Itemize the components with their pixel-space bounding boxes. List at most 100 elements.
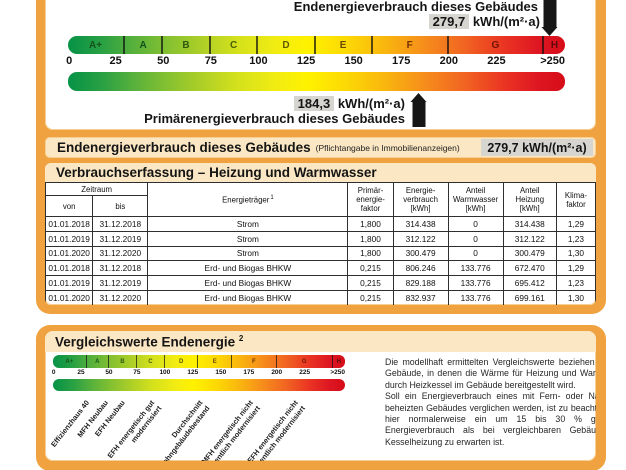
end-energy-value: 279,7 kWh/(m²·a) — [428, 14, 540, 29]
table-cell: 01.01.2019 — [45, 230, 94, 247]
col-header-energietraeger: Energieträger1 — [147, 182, 349, 217]
scale-tick-75: 75 — [133, 369, 141, 376]
end-energy-row-note: (Pflichtangabe in Immobilienanzeigen) — [315, 142, 460, 153]
primary-energy-value-unit: kWh/(m²·a) — [337, 96, 405, 111]
mini-scale-tick-row: 0 25 50 75 100 125 150 175 200 225 >250 — [51, 369, 345, 377]
gradient-bar — [68, 72, 565, 91]
end-energy-row-title: Endenergieverbrauch dieses Gebäudes — [57, 140, 311, 155]
end-energy-row-value: 279,7 kWh/(m²·a) — [481, 139, 593, 156]
table-cell: 133.776 — [447, 289, 504, 305]
table-cell: 1,800 — [347, 245, 394, 262]
energy-scale-section: Endenergieverbrauch dieses Gebäudes 279,… — [45, 0, 596, 130]
end-energy-value-unit: kWh/(m²·a) — [472, 14, 540, 29]
col-header-zeitraum: Zeitraum — [45, 182, 149, 196]
scale-tick-200: 200 — [271, 369, 283, 376]
end-energy-value-number: 279,7 — [428, 14, 470, 29]
scale-band-A+: A+ — [53, 355, 87, 368]
table-cell: 31.12.2018 — [92, 260, 149, 277]
table-cell: 31.12.2020 — [92, 245, 149, 262]
scale-tick-25: 25 — [109, 55, 122, 67]
table-row: 01.01.2020 31.12.2020 Strom 1,800 300.479 0 30… — [45, 245, 596, 262]
table-cell: 01.01.2020 — [45, 245, 94, 262]
end-energy-row: Endenergieverbrauch dieses Gebäudes (Pfl… — [57, 137, 460, 158]
scale-band-F: F — [232, 355, 277, 368]
arrow-shaft — [543, 0, 557, 27]
footnote-marker: 1 — [270, 195, 274, 202]
table-cell: Erd- und Biogas BHKW — [147, 275, 349, 291]
table-cell: 312.122 — [392, 230, 449, 247]
primary-energy-value-number: 184,3 — [293, 96, 335, 111]
scale-tick-150: 150 — [215, 369, 227, 376]
comparison-paragraph: Die modellhaft ermittelten Vergleichswer… — [385, 357, 596, 390]
consumption-table-section: Verbrauchserfassung – Heizung und Warmwa… — [45, 163, 596, 305]
scale-tick-0: 0 — [51, 369, 56, 376]
table-cell: 699.161 — [502, 289, 557, 305]
table-cell: 133.776 — [447, 260, 504, 277]
scale-band-A: A — [125, 36, 164, 54]
scale-band-D: D — [258, 36, 316, 54]
scale-band-B: B — [163, 36, 211, 54]
table-cell: 133.776 — [447, 275, 504, 291]
scale-band-G: G — [277, 355, 333, 368]
table-cell: 0,215 — [347, 260, 394, 277]
col-header-bis: bis — [92, 195, 149, 217]
comparison-header-strip — [45, 331, 596, 352]
scale-tick-175: 175 — [392, 55, 411, 67]
table-cell: 0 — [447, 216, 504, 232]
table-cell: 314.438 — [392, 216, 449, 232]
table-cell: 31.12.2018 — [92, 216, 149, 232]
table-cell: 695.412 — [502, 275, 557, 291]
scale-tick-100: 100 — [249, 55, 268, 67]
table-cell: 31.12.2020 — [92, 289, 149, 305]
table-cell: 1,30 — [555, 289, 596, 305]
table-row: 01.01.2019 31.12.2019 Erd- und Biogas BHKW… — [45, 275, 596, 291]
table-cell: 31.12.2019 — [92, 230, 149, 247]
scale-band-A+: A+ — [68, 36, 126, 54]
table-cell: 1,23 — [555, 230, 596, 247]
arrow-head-up-icon — [410, 93, 427, 102]
consumption-table-title: Verbrauchserfassung – Heizung und Warmwa… — [56, 165, 377, 180]
table-cell: 1,30 — [555, 245, 596, 262]
table-cell: 832.937 — [392, 289, 449, 305]
scale-band-F: F — [373, 36, 449, 54]
scale-tick-225: 225 — [487, 55, 506, 67]
reference-labels-area: Effizienzhaus 40 MFH Neubau EFH Neubau EFH … — [49, 398, 345, 461]
scale-tick->250: >250 — [540, 55, 565, 67]
mini-gradient-bar — [53, 379, 345, 391]
table-cell: Erd- und Biogas BHKW — [147, 289, 349, 305]
scale-band-D: D — [165, 355, 199, 368]
table-cell: 01.01.2019 — [45, 275, 94, 291]
scale-tick-row: 0 25 50 75 100 125 150 175 200 225 >250 — [66, 55, 565, 69]
table-cell: 1,29 — [555, 216, 596, 232]
table-cell: 1,23 — [555, 275, 596, 291]
scale-tick-125: 125 — [187, 369, 199, 376]
table-cell: 31.12.2019 — [92, 275, 149, 291]
energy-class-band-bar: A+ A B C D E F G H — [68, 36, 565, 54]
table-cell: 0,215 — [347, 289, 394, 305]
col-header-warmwasser: Anteil Warmwasser [kWh] — [447, 182, 504, 217]
scale-tick-175: 175 — [243, 369, 255, 376]
col-header-von: von — [45, 195, 94, 217]
table-cell: 312.122 — [502, 230, 557, 247]
col-header-klimafaktor: Klima- faktor — [555, 182, 596, 217]
scale-bars-area: A+ A B C D E F G H 0 25 50 75 100 125 150 175 200 225 >250 — [66, 0, 565, 130]
table-row: 01.01.2018 31.12.2018 Erd- und Biogas BHKW… — [45, 260, 596, 277]
scale-band-C: C — [211, 36, 259, 54]
scale-band-E: E — [198, 355, 232, 368]
table-cell: 01.01.2020 — [45, 289, 94, 305]
end-energy-arrow-label: Endenergieverbrauch dieses Gebäudes — [293, 0, 538, 14]
table-cell: 1,800 — [347, 216, 394, 232]
scale-tick-25: 25 — [77, 369, 85, 376]
table-header-strip — [45, 163, 596, 182]
col-header-heizung: Anteil Heizung [kWh] — [502, 182, 557, 217]
scale-band-H: H — [336, 358, 341, 365]
footnote-marker: 2 — [238, 334, 244, 343]
col-header-verbrauch: Energie- verbrauch [kWh] — [392, 182, 449, 217]
table-cell: Strom — [147, 216, 349, 232]
consumption-table: Zeitraum Energieträger1 Primär- energie-… — [45, 182, 596, 305]
scale-tick-200: 200 — [439, 55, 459, 67]
table-cell: 0 — [447, 230, 504, 247]
table-cell: 1,29 — [555, 260, 596, 277]
scale-tick-100: 100 — [159, 369, 171, 376]
